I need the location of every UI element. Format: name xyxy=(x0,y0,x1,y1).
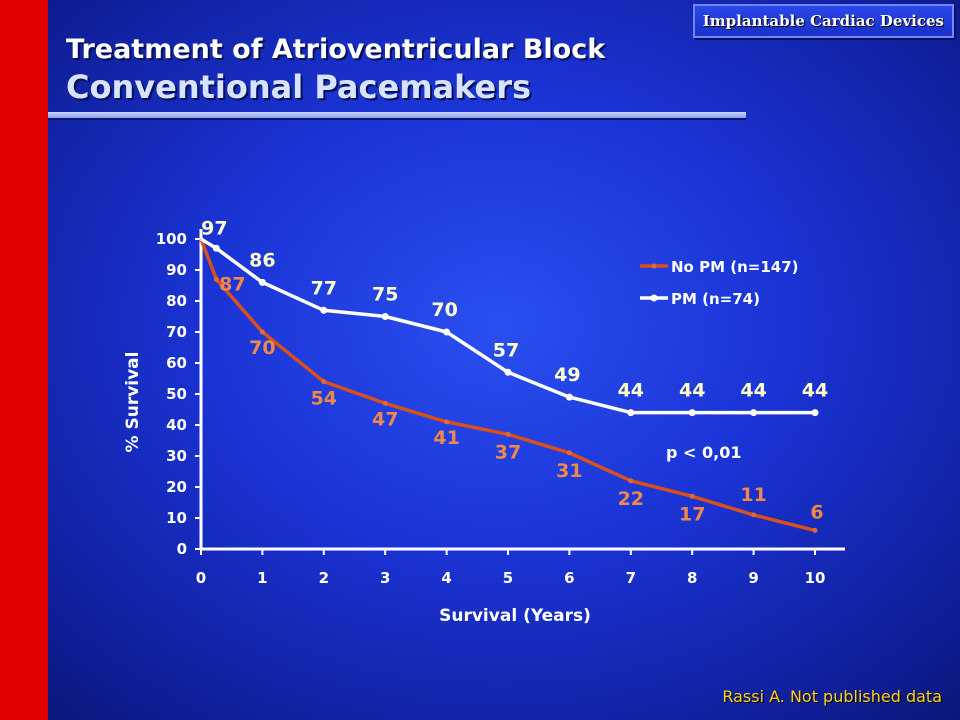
pm-data-label: 77 xyxy=(311,277,337,299)
title-underline xyxy=(48,112,746,118)
no-pm-data-point xyxy=(213,276,219,282)
pm-data-label: 44 xyxy=(802,380,828,402)
x-tick-label: 5 xyxy=(503,569,513,587)
y-tick-label: 90 xyxy=(166,261,187,279)
no-pm-data-label: 47 xyxy=(372,408,398,430)
y-axis-title: % Survival xyxy=(123,352,143,453)
red-sidebar-accent xyxy=(0,0,48,720)
chart-legend: No PM (n=147) PM (n=74) xyxy=(640,258,799,308)
pm-data-point xyxy=(627,409,635,417)
no-pm-data-point xyxy=(751,512,757,518)
pm-data-point xyxy=(443,328,451,336)
y-tick-label: 30 xyxy=(166,447,187,465)
pm-data-label: 49 xyxy=(554,364,580,386)
no-pm-data-label: 6 xyxy=(810,501,823,523)
chart-data-labels: 87 70 54 47 41 37 31 22 17 11 6 97 86 77 75 70 57 49 44 44 4… xyxy=(201,217,828,525)
y-tick-label: 10 xyxy=(166,509,187,527)
no-pm-data-point xyxy=(628,478,634,484)
y-tick-label: 20 xyxy=(166,478,187,496)
y-tick-label: 0 xyxy=(177,540,187,558)
no-pm-data-label: 37 xyxy=(495,441,521,463)
pm-data-label: 75 xyxy=(372,284,398,306)
legend-no-pm-marker xyxy=(651,263,657,269)
legend-no-pm-label: No PM (n=147) xyxy=(671,258,799,276)
section-tag: Implantable Cardiac Devices xyxy=(692,4,954,38)
pm-data-point xyxy=(565,393,573,401)
no-pm-data-point xyxy=(689,493,695,499)
p-value-annotation: p < 0,01 xyxy=(666,443,741,462)
x-tick-label: 10 xyxy=(805,569,826,587)
no-pm-data-label: 11 xyxy=(740,484,766,506)
x-tick-label: 6 xyxy=(564,569,574,587)
pm-data-point xyxy=(212,244,220,252)
pm-data-point xyxy=(381,313,389,320)
x-tick-label: 4 xyxy=(441,569,451,587)
pm-data-label: 44 xyxy=(740,380,766,402)
chart-series xyxy=(199,237,819,533)
pm-data-label: 57 xyxy=(493,339,519,361)
pm-data-point xyxy=(258,278,266,286)
pm-data-point xyxy=(320,306,328,314)
x-tick-label: 2 xyxy=(319,569,329,587)
no-pm-data-point xyxy=(444,419,450,425)
x-tick-label: 8 xyxy=(687,569,697,587)
pm-data-label: 70 xyxy=(431,299,457,321)
y-tick-label: 40 xyxy=(166,416,187,434)
pm-series-line xyxy=(200,237,815,415)
pm-data-label: 44 xyxy=(679,380,705,402)
no-pm-data-label: 41 xyxy=(433,427,459,449)
no-pm-data-label: 22 xyxy=(618,488,644,510)
pm-data-point xyxy=(750,409,758,417)
no-pm-data-label: 54 xyxy=(311,388,337,410)
no-pm-data-point xyxy=(259,329,265,335)
pm-data-point xyxy=(504,368,512,376)
y-tick-label: 80 xyxy=(166,292,187,310)
pm-data-label: 86 xyxy=(249,249,275,271)
slide-title: Treatment of Atrioventricular Block xyxy=(66,34,606,65)
pm-data-label: 44 xyxy=(618,380,644,402)
chart-axes: 0 10 20 30 40 50 60 70 80 90 100 0 1 2 3 4 5 6 7 8 9 10 xyxy=(156,229,845,587)
x-axis-title: Survival (Years) xyxy=(439,606,591,626)
no-pm-data-point xyxy=(505,431,511,437)
no-pm-data-point xyxy=(812,527,818,533)
no-pm-data-label: 17 xyxy=(679,503,705,525)
y-tick-label: 60 xyxy=(166,354,187,372)
x-tick-label: 9 xyxy=(748,569,758,587)
x-tick-label: 0 xyxy=(196,569,206,587)
slide-subtitle: Conventional Pacemakers xyxy=(66,68,532,106)
pm-data-point xyxy=(688,409,696,417)
no-pm-series-line xyxy=(199,238,816,533)
pm-data-label: 97 xyxy=(201,217,227,239)
no-pm-data-point xyxy=(382,400,388,406)
y-tick-label: 50 xyxy=(166,385,187,403)
x-tick-label: 1 xyxy=(257,569,267,587)
no-pm-data-point xyxy=(321,379,327,385)
no-pm-data-label: 70 xyxy=(249,337,275,359)
x-tick-label: 3 xyxy=(380,569,390,587)
no-pm-data-point xyxy=(566,450,572,456)
y-tick-label: 100 xyxy=(156,230,187,248)
y-tick-label: 70 xyxy=(166,323,187,341)
x-tick-label: 7 xyxy=(626,569,636,587)
pm-data-point xyxy=(811,409,819,417)
legend-pm-label: PM (n=74) xyxy=(671,290,760,308)
legend-pm-marker xyxy=(650,294,658,302)
no-pm-data-label: 87 xyxy=(219,273,245,295)
source-note: Rassi A. Not published data xyxy=(722,687,942,706)
no-pm-data-label: 31 xyxy=(556,460,582,482)
